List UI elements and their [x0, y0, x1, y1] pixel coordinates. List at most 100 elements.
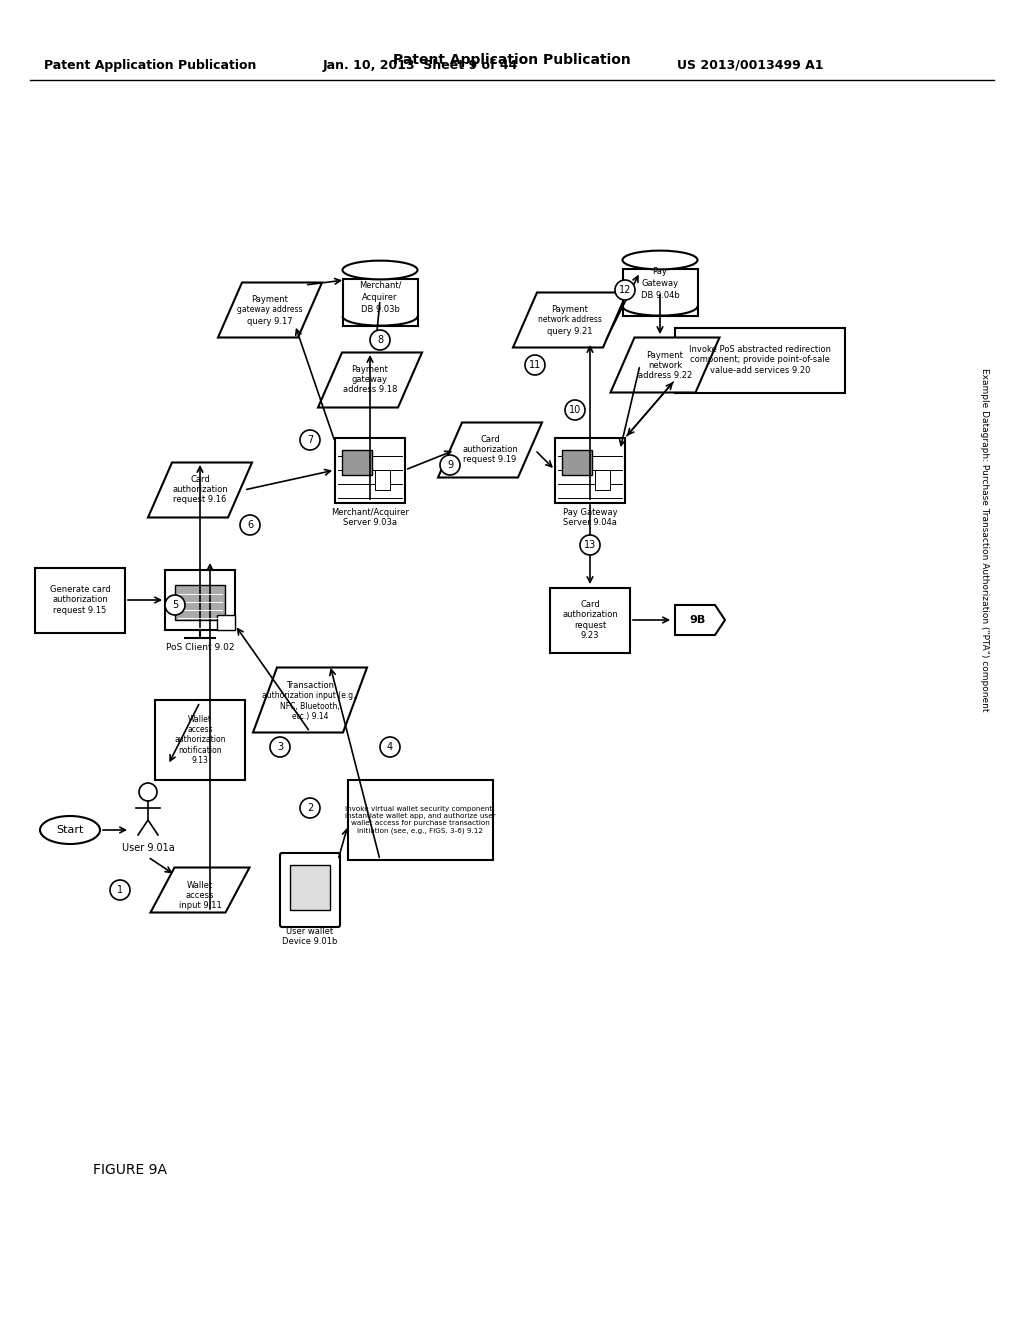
- Bar: [217, 615, 234, 630]
- Bar: [290, 865, 330, 909]
- Bar: [342, 450, 372, 475]
- Text: Server 9.04a: Server 9.04a: [563, 517, 616, 527]
- Text: Invoke virtual wallet security component;
instantiate wallet app, and authorize : Invoke virtual wallet security component…: [345, 807, 496, 834]
- Text: 13: 13: [584, 540, 596, 550]
- Circle shape: [110, 880, 130, 900]
- Circle shape: [580, 535, 600, 554]
- Text: User 9.01a: User 9.01a: [122, 843, 174, 853]
- FancyBboxPatch shape: [347, 780, 493, 861]
- Circle shape: [615, 280, 635, 300]
- Ellipse shape: [40, 816, 100, 843]
- Text: query 9.21: query 9.21: [547, 327, 593, 337]
- Bar: [335, 437, 406, 503]
- Text: authorization: authorization: [172, 486, 228, 495]
- Polygon shape: [513, 293, 627, 347]
- Text: Acquirer: Acquirer: [362, 293, 397, 301]
- Text: input 9.11: input 9.11: [178, 900, 221, 909]
- Circle shape: [139, 783, 157, 801]
- Text: Patent Application Publication: Patent Application Publication: [393, 53, 631, 67]
- Circle shape: [165, 595, 185, 615]
- Polygon shape: [253, 668, 367, 733]
- Text: 5: 5: [172, 601, 178, 610]
- Text: address 9.22: address 9.22: [638, 371, 692, 380]
- Text: 7: 7: [307, 436, 313, 445]
- Circle shape: [565, 400, 585, 420]
- Text: 9: 9: [446, 459, 453, 470]
- Bar: [555, 437, 625, 503]
- Text: NFC, Bluetooth,: NFC, Bluetooth,: [281, 702, 340, 711]
- Text: authorization: authorization: [462, 446, 518, 454]
- Circle shape: [525, 355, 545, 375]
- Text: Merchant/Acquirer: Merchant/Acquirer: [331, 508, 409, 517]
- Ellipse shape: [342, 260, 418, 280]
- Text: Generate card
authorization
request 9.15: Generate card authorization request 9.15: [50, 585, 111, 615]
- FancyBboxPatch shape: [280, 853, 340, 927]
- Text: Merchant/: Merchant/: [358, 281, 401, 289]
- FancyBboxPatch shape: [550, 587, 630, 652]
- Ellipse shape: [623, 251, 697, 269]
- Text: Payment: Payment: [252, 296, 289, 305]
- Text: 11: 11: [528, 360, 541, 370]
- Text: access: access: [185, 891, 214, 899]
- Circle shape: [240, 515, 260, 535]
- Text: network: network: [648, 360, 682, 370]
- Text: Card: Card: [190, 475, 210, 484]
- Text: 1: 1: [117, 884, 123, 895]
- Text: etc.) 9.14: etc.) 9.14: [292, 713, 329, 722]
- FancyBboxPatch shape: [623, 269, 697, 315]
- Text: gateway address: gateway address: [238, 305, 303, 314]
- Text: 9B: 9B: [689, 615, 706, 624]
- Text: FIGURE 9A: FIGURE 9A: [93, 1163, 167, 1177]
- Text: DB 9.04b: DB 9.04b: [641, 292, 679, 301]
- Polygon shape: [151, 867, 250, 912]
- Bar: [165, 570, 234, 630]
- Text: 12: 12: [618, 285, 631, 294]
- Text: DB 9.03b: DB 9.03b: [360, 305, 399, 314]
- Text: address 9.18: address 9.18: [343, 385, 397, 395]
- Text: Device 9.01b: Device 9.01b: [283, 937, 338, 946]
- Circle shape: [370, 330, 390, 350]
- Text: PoS Client 9.02: PoS Client 9.02: [166, 644, 234, 652]
- Polygon shape: [218, 282, 322, 338]
- Text: Payment: Payment: [351, 366, 388, 375]
- Text: request 9.19: request 9.19: [464, 455, 517, 465]
- Circle shape: [300, 799, 319, 818]
- Circle shape: [300, 430, 319, 450]
- Text: network address: network address: [538, 315, 602, 325]
- Text: 3: 3: [276, 742, 283, 752]
- Text: User wallet: User wallet: [287, 928, 334, 936]
- Text: 2: 2: [307, 803, 313, 813]
- Polygon shape: [148, 462, 252, 517]
- Text: Pay Gateway: Pay Gateway: [562, 508, 617, 517]
- Text: Pay: Pay: [652, 268, 668, 276]
- Text: Payment: Payment: [646, 351, 683, 359]
- Text: Server 9.03a: Server 9.03a: [343, 517, 397, 527]
- Text: Start: Start: [56, 825, 84, 836]
- Bar: [562, 450, 592, 475]
- Text: gateway: gateway: [352, 375, 388, 384]
- Bar: [175, 585, 225, 620]
- Text: 6: 6: [247, 520, 253, 531]
- Polygon shape: [318, 352, 422, 408]
- Text: US 2013/0013499 A1: US 2013/0013499 A1: [677, 58, 823, 71]
- Text: request 9.16: request 9.16: [173, 495, 226, 504]
- Polygon shape: [610, 338, 720, 392]
- Text: Wallet: Wallet: [187, 880, 213, 890]
- Text: Jan. 10, 2013  Sheet 9 of 44: Jan. 10, 2013 Sheet 9 of 44: [323, 58, 518, 71]
- Text: authorization input (e.g.,: authorization input (e.g.,: [262, 690, 358, 700]
- FancyBboxPatch shape: [342, 280, 418, 326]
- Bar: [595, 470, 610, 490]
- Text: Patent Application Publication: Patent Application Publication: [44, 58, 256, 71]
- FancyBboxPatch shape: [675, 327, 845, 392]
- Polygon shape: [438, 422, 542, 478]
- FancyBboxPatch shape: [35, 568, 125, 632]
- Text: Gateway: Gateway: [641, 280, 679, 289]
- Text: 8: 8: [377, 335, 383, 345]
- Circle shape: [270, 737, 290, 756]
- Text: Transaction: Transaction: [286, 681, 334, 689]
- Text: query 9.17: query 9.17: [247, 318, 293, 326]
- Text: Card
authorization
request
9.23: Card authorization request 9.23: [562, 599, 617, 640]
- Bar: [375, 470, 390, 490]
- Text: 4: 4: [387, 742, 393, 752]
- Text: Wallet
access
authorization
notification
9.13: Wallet access authorization notification…: [174, 714, 225, 766]
